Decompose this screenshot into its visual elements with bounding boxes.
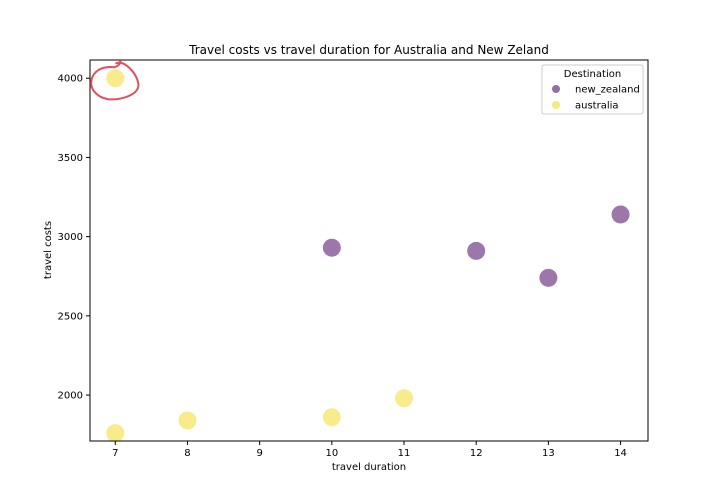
x-tick-label: 10: [325, 448, 338, 459]
annotation-layer: [90, 60, 140, 101]
x-axis-label: travel duration: [332, 462, 406, 473]
x-tick-label: 7: [112, 448, 118, 459]
y-tick-label: 3000: [58, 232, 83, 243]
legend-box: [541, 64, 644, 115]
y-tick-label: 2500: [58, 311, 83, 322]
y-tick-label: 3500: [58, 153, 83, 164]
point-australia-1: [106, 424, 125, 443]
x-tick-label: 14: [614, 448, 627, 459]
legend-title: Destination: [564, 69, 621, 80]
point-new_zealand-1: [467, 241, 486, 260]
legend-label-australia: australia: [575, 101, 619, 112]
point-australia-2: [178, 411, 197, 430]
x-tick-label: 11: [398, 448, 411, 459]
y-tick-label: 4000: [58, 74, 83, 85]
legend-marker-australia: [552, 101, 560, 109]
point-new_zealand-0: [322, 238, 341, 257]
x-tick-label: 9: [256, 448, 262, 459]
plot-frame: [89, 59, 649, 442]
chart-title: Travel costs vs travel duration for Aust…: [188, 43, 549, 57]
x-axis: 7 8 9 10 11 12 13 14: [112, 441, 627, 459]
point-australia-0: [106, 69, 125, 88]
point-australia-4: [395, 389, 414, 408]
points-layer: [106, 69, 630, 443]
point-new_zealand-3: [611, 205, 630, 224]
annotation-circle: [90, 60, 140, 101]
legend-marker-new_zealand: [552, 85, 560, 93]
point-new_zealand-2: [539, 268, 558, 287]
point-australia-3: [322, 408, 341, 427]
x-tick-label: 8: [184, 448, 190, 459]
legend-label-new_zealand: new_zealand: [575, 85, 640, 96]
x-tick-label: 13: [542, 448, 555, 459]
x-tick-label: 12: [470, 448, 483, 459]
legend: Destination new_zealand australia: [541, 64, 644, 115]
y-tick-label: 2000: [58, 391, 83, 402]
y-axis-label: travel costs: [43, 221, 54, 279]
y-axis: 2000 2500 3000 3500 4000: [58, 74, 90, 402]
